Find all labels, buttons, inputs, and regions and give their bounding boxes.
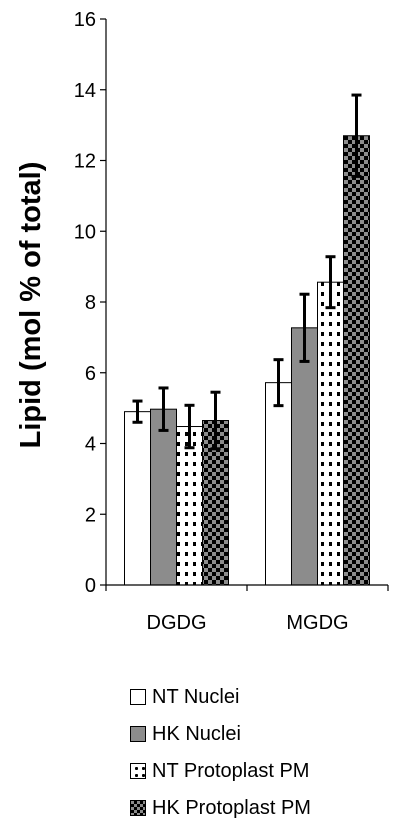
legend-label: NT Protoplast PM [152,759,310,782]
bar [150,408,177,586]
legend: NT Nuclei HK Nuclei NT Protoplast PM HK … [130,678,395,826]
y-tick-label: 2 [85,504,96,526]
x-tick-label: MGDG [286,612,348,634]
legend-item-hk-nuclei: HK Nuclei [130,715,395,752]
bar [265,382,292,586]
legend-item-hk-protoplast-pm: HK Protoplast PM [130,789,395,826]
legend-label: HK Protoplast PM [152,796,311,819]
y-tick-label: 0 [85,575,96,597]
y-tick-label: 4 [85,434,96,456]
legend-swatch-hk-nuclei [130,725,146,742]
legend-swatch-nt-nuclei [130,688,146,705]
bar [343,135,370,586]
y-tick-label: 14 [74,80,96,102]
legend-swatch-nt-protoplast-pm [130,762,146,779]
legend-label: NT Nuclei [152,685,240,708]
bar [176,426,203,586]
y-tick-label: 6 [85,363,96,385]
bar [317,281,344,586]
bar [124,411,151,586]
y-tick-label: 12 [74,151,96,173]
bar-chart-svg: 0 2 4 6 8 10 12 14 16 DGDG MGDG Lipid (mol % of t… [15,9,389,634]
legend-swatch-hk-protoplast-pm [130,799,146,816]
legend-item-nt-protoplast-pm: NT Protoplast PM [130,752,395,789]
y-axis-label: Lipid (mol % of total) [15,162,47,449]
y-tick-label: 10 [74,221,96,243]
legend-label: HK Nuclei [152,722,241,745]
x-tick-label: DGDG [147,612,207,634]
y-tick-label: 16 [74,9,96,31]
bar [291,327,318,586]
legend-item-nt-nuclei: NT Nuclei [130,678,395,715]
y-tick-label: 8 [85,292,96,314]
